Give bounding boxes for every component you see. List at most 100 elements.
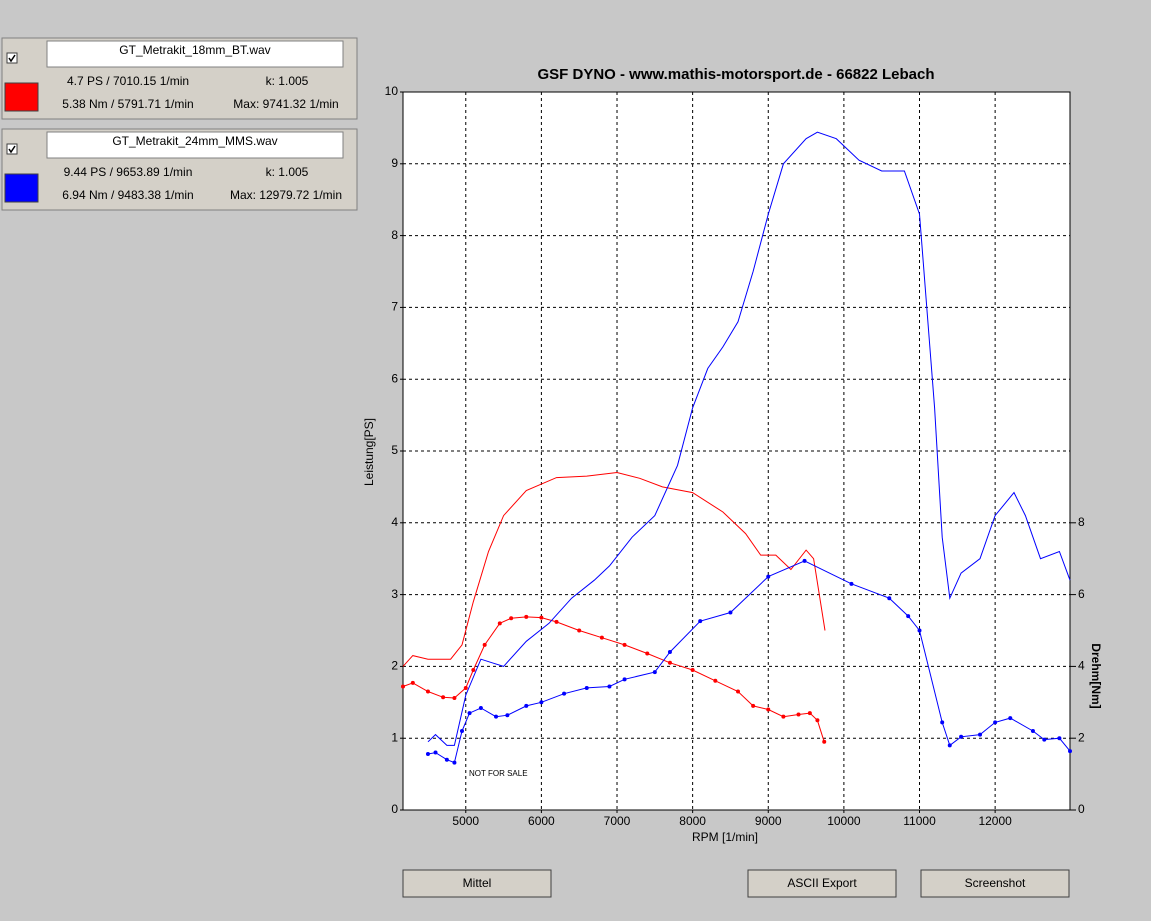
data-point [459, 729, 464, 734]
data-point [796, 712, 801, 717]
data-point [781, 714, 786, 719]
data-point [917, 628, 922, 633]
button-label[interactable]: Screenshot [965, 876, 1026, 890]
x-tick-label: 9000 [755, 814, 782, 828]
button[interactable] [920, 869, 1070, 898]
data-point [444, 757, 449, 762]
data-line [402, 471, 826, 667]
torque-peak: 6.94 Nm / 9483.38 1/min [62, 188, 193, 202]
data-point [849, 581, 854, 586]
y-tick-label: 3 [391, 587, 398, 601]
y-tick-label: 8 [391, 228, 398, 242]
y-tick-label: 7 [391, 300, 398, 314]
data-point [652, 670, 657, 675]
data-point [425, 751, 430, 756]
data-point [452, 695, 457, 700]
data-point [509, 616, 514, 621]
data-point [887, 596, 892, 601]
data-point [1008, 716, 1013, 721]
data-point [815, 718, 820, 723]
k-factor: k: 1.005 [266, 165, 309, 179]
data-point [622, 677, 627, 682]
data-point [482, 642, 487, 647]
x-tick-label: 11000 [903, 814, 936, 828]
data-point [698, 619, 703, 624]
data-point [940, 720, 945, 725]
button-label[interactable]: ASCII Export [787, 876, 857, 890]
data-point [524, 703, 529, 708]
color-swatch[interactable] [4, 82, 39, 112]
x-tick-label: 5000 [452, 814, 479, 828]
data-point [993, 720, 998, 725]
x-tick-label: 8000 [679, 814, 706, 828]
check-mark [8, 54, 16, 63]
data-point [667, 650, 672, 655]
checkbox[interactable] [6, 52, 18, 64]
power-peak: 4.7 PS / 7010.15 1/min [67, 74, 189, 88]
data-point [577, 628, 582, 633]
y2-tick-label: 0 [1078, 802, 1085, 816]
data-point [497, 621, 502, 626]
data-point [728, 610, 733, 615]
data-line [427, 131, 1071, 746]
check-mark [8, 145, 16, 154]
chart-title: GSF DYNO - www.mathis-motorsport.de - 66… [537, 66, 934, 83]
data-point [433, 750, 438, 755]
max-rpm: Max: 9741.32 1/min [233, 97, 338, 111]
data-point [690, 667, 695, 672]
data-point [599, 635, 604, 640]
data-point [494, 714, 499, 719]
data-point [425, 689, 430, 694]
data-line [402, 616, 825, 742]
checkbox[interactable] [6, 143, 18, 155]
y-tick-label: 10 [385, 84, 399, 98]
power-peak: 9.44 PS / 9653.89 1/min [64, 165, 193, 179]
color-swatch[interactable] [4, 173, 39, 203]
data-point [471, 667, 476, 672]
annotation: NOT FOR SALE [469, 769, 528, 778]
y-tick-label: 4 [391, 515, 398, 529]
data-point [1042, 737, 1047, 742]
torque-peak: 5.38 Nm / 5791.71 1/min [62, 97, 193, 111]
data-point [607, 684, 612, 689]
data-point [906, 614, 911, 619]
data-point [947, 743, 952, 748]
y2-tick-label: 6 [1078, 587, 1085, 601]
data-point [766, 574, 771, 579]
y2-tick-label: 4 [1078, 659, 1085, 673]
button-label[interactable]: Mittel [463, 876, 492, 890]
x-tick-label: 7000 [604, 814, 631, 828]
data-point [410, 680, 415, 685]
y2-tick-label: 8 [1078, 515, 1085, 529]
data-point [584, 685, 589, 690]
data-point [622, 642, 627, 647]
data-point [478, 706, 483, 711]
data-point [802, 558, 807, 563]
y2-tick-label: 2 [1078, 730, 1085, 744]
data-point [667, 660, 672, 665]
y-axis-label: Leistung[PS] [362, 418, 376, 486]
data-point [1068, 749, 1072, 754]
max-rpm: Max: 12979.72 1/min [230, 188, 342, 202]
button[interactable] [747, 869, 897, 898]
data-point [401, 684, 405, 689]
file-name-box [46, 40, 344, 68]
x-tick-label: 12000 [978, 814, 1012, 828]
y-tick-label: 1 [391, 730, 398, 744]
data-point [751, 703, 756, 708]
data-point [822, 739, 827, 744]
x-tick-label: 10000 [827, 814, 861, 828]
data-point [467, 711, 472, 716]
data-point [505, 713, 510, 718]
data-point [554, 619, 559, 624]
y-tick-label: 2 [391, 659, 398, 673]
button[interactable] [402, 869, 552, 898]
file-name: GT_Metrakit_24mm_MMS.wav [112, 134, 277, 148]
x-tick-label: 6000 [528, 814, 555, 828]
y2-axis-label: Drehm[Nm] [1089, 643, 1103, 708]
data-point [978, 732, 983, 737]
y-tick-label: 6 [391, 371, 398, 385]
data-point [959, 734, 964, 739]
